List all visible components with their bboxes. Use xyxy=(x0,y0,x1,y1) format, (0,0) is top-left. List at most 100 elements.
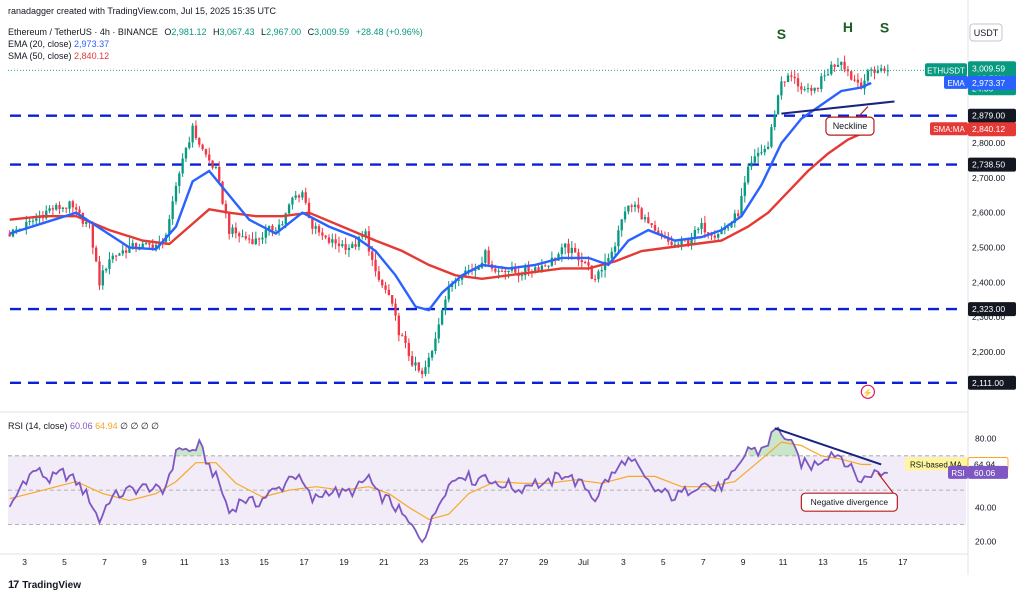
candle xyxy=(733,213,736,223)
candle xyxy=(703,222,707,233)
currency-button[interactable] xyxy=(969,23,1003,42)
candle xyxy=(583,262,587,264)
symbol-legend[interactable]: Ethereum / TetherUS · 4h · BINANCE O2,98… xyxy=(8,27,423,38)
symbol-tag-text: ETHUSDT xyxy=(927,66,965,75)
candle xyxy=(357,236,361,247)
candle xyxy=(564,243,567,248)
rsi-overbought-fill xyxy=(748,427,799,456)
candle xyxy=(35,218,38,221)
candle xyxy=(750,162,753,167)
candle xyxy=(204,149,208,155)
candle xyxy=(214,167,218,169)
rsi-legend[interactable]: RSI (14, close) 60.06 64.94 ∅ ∅ ∅ ∅ xyxy=(8,421,159,432)
candle xyxy=(603,261,607,271)
candle xyxy=(830,64,833,75)
time-tick-label: 15 xyxy=(259,557,269,567)
candle xyxy=(670,241,673,245)
candle xyxy=(427,357,430,368)
candle xyxy=(650,223,653,226)
candle xyxy=(457,279,460,281)
candle xyxy=(211,160,214,168)
rsi-ma-tag-value: 64.94 xyxy=(974,459,996,469)
candle xyxy=(254,238,257,245)
candle xyxy=(291,197,294,205)
ema-legend[interactable]: EMA (20, close) 2,973.37 xyxy=(8,39,109,50)
price-pane[interactable] xyxy=(8,55,966,384)
rsi-ma-legend-value: 64.94 xyxy=(95,421,118,431)
candle xyxy=(221,181,224,204)
candle xyxy=(876,70,880,73)
time-tick-label: 19 xyxy=(339,557,349,567)
candle xyxy=(600,270,603,272)
candle xyxy=(414,362,417,366)
candle xyxy=(324,235,327,238)
rsi-tick-label: 80.00 xyxy=(975,434,997,444)
candle xyxy=(477,267,480,270)
candle xyxy=(587,262,590,266)
candle xyxy=(331,239,334,243)
candle xyxy=(886,70,889,72)
ohlc-high-value: 3,067.43 xyxy=(219,27,255,37)
candle xyxy=(15,229,18,231)
candle xyxy=(374,259,377,272)
symbol-name: Ethereum / TetherUS · 4h · BINANCE xyxy=(8,27,158,37)
candle xyxy=(201,144,204,150)
ema20-line xyxy=(9,81,872,312)
candle xyxy=(826,74,830,76)
candle xyxy=(567,243,570,254)
candle xyxy=(557,254,560,261)
candle xyxy=(251,239,254,245)
time-tick-label: 7 xyxy=(701,557,706,567)
tradingview-logo[interactable]: 17 TradingView xyxy=(8,579,81,591)
candle xyxy=(677,244,680,246)
candle xyxy=(873,69,876,73)
sma-tag-text: 2,840.12 xyxy=(972,124,1005,134)
time-tick-label: 5 xyxy=(661,557,666,567)
level-tag-text: 2,323.00 xyxy=(972,304,1005,314)
candle xyxy=(354,244,357,247)
candle xyxy=(444,299,447,311)
candle xyxy=(497,270,500,272)
time-tick-label: 3 xyxy=(22,557,27,567)
candle xyxy=(334,239,337,244)
candle xyxy=(194,125,198,139)
ema-tag-label-bg xyxy=(944,75,968,89)
candle xyxy=(281,224,284,226)
rsi-pane[interactable] xyxy=(8,426,966,544)
time-tick-label: 3 xyxy=(621,557,626,567)
sma-legend[interactable]: SMA (50, close) 2,840.12 xyxy=(8,51,109,62)
tradingview-logo-icon: 17 xyxy=(8,579,19,591)
time-tick-label: 17 xyxy=(898,557,908,567)
candle xyxy=(514,267,517,273)
candle xyxy=(500,270,504,272)
candle xyxy=(31,220,35,222)
divergence-callout-pointer xyxy=(877,472,894,494)
rsi-legend-value: 60.06 xyxy=(70,421,93,431)
rsi-tag-bg xyxy=(968,465,1008,479)
candle xyxy=(647,217,650,224)
candle xyxy=(394,303,397,316)
candle xyxy=(174,185,178,202)
candle xyxy=(753,156,756,163)
neckline-callout-pointer xyxy=(857,106,869,118)
candle xyxy=(144,242,148,244)
candle xyxy=(297,195,301,198)
alert-icon[interactable] xyxy=(860,384,875,399)
candle xyxy=(244,236,248,239)
candle xyxy=(287,204,291,214)
candle xyxy=(241,236,244,238)
candle xyxy=(487,250,490,265)
time-tick-label: 23 xyxy=(419,557,429,567)
candle xyxy=(687,239,690,245)
candle xyxy=(344,244,347,250)
candle xyxy=(550,257,554,266)
candle xyxy=(693,229,697,240)
price-tick-label: 2,500.00 xyxy=(972,243,1005,253)
candle xyxy=(247,238,251,240)
candle xyxy=(191,125,194,143)
time-tick-label: 5 xyxy=(62,557,67,567)
ohlc-low-value: 2,967.00 xyxy=(266,27,302,37)
candle xyxy=(51,208,55,210)
ohlc-high-key: H xyxy=(212,27,220,37)
